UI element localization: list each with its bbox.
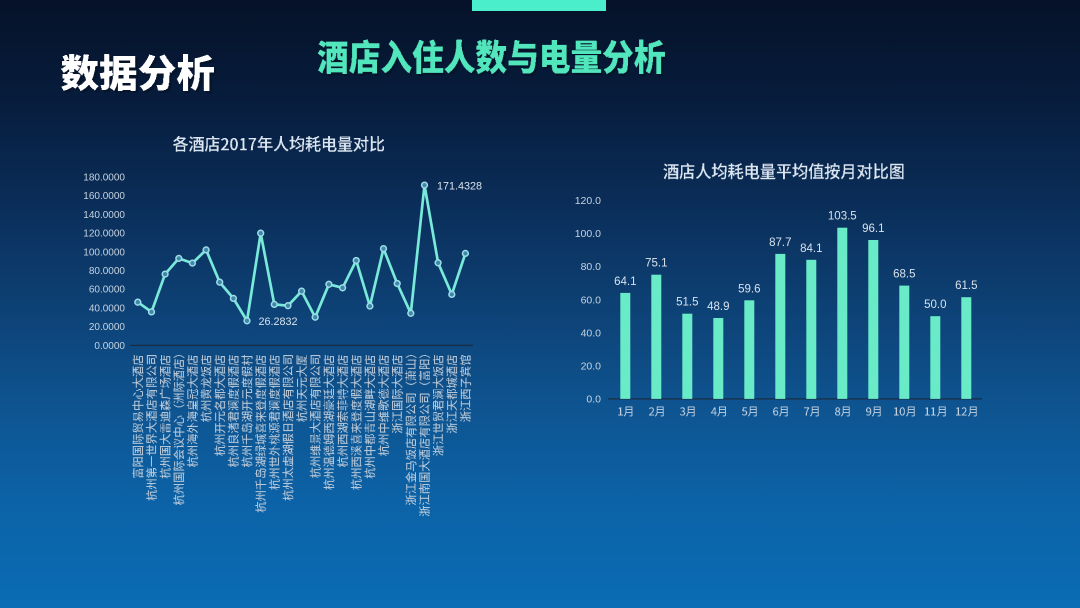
svg-text:61.5: 61.5 — [955, 280, 977, 292]
svg-text:100.0: 100.0 — [575, 228, 601, 240]
svg-text:120.0000: 120.0000 — [83, 229, 125, 240]
svg-text:20.0000: 20.0000 — [89, 322, 126, 333]
svg-text:68.5: 68.5 — [893, 269, 915, 281]
svg-text:103.5: 103.5 — [828, 211, 857, 223]
svg-text:84.1: 84.1 — [800, 243, 822, 255]
svg-text:100.0000: 100.0000 — [83, 247, 125, 258]
svg-text:51.5: 51.5 — [676, 297, 698, 309]
svg-text:87.7: 87.7 — [769, 237, 791, 249]
svg-text:40.0: 40.0 — [581, 327, 602, 339]
svg-text:59.6: 59.6 — [738, 283, 760, 295]
svg-text:0.0000: 0.0000 — [94, 341, 125, 352]
svg-text:60.0000: 60.0000 — [89, 285, 126, 296]
svg-text:140.0000: 140.0000 — [83, 210, 125, 221]
svg-text:64.1: 64.1 — [614, 276, 636, 288]
svg-text:48.9: 48.9 — [707, 301, 729, 313]
svg-text:120.0: 120.0 — [575, 195, 601, 207]
svg-text:75.1: 75.1 — [645, 258, 667, 270]
svg-text:0.0: 0.0 — [586, 394, 601, 406]
svg-text:26.2832: 26.2832 — [259, 316, 298, 328]
svg-text:60.0: 60.0 — [581, 294, 602, 306]
svg-text:160.0000: 160.0000 — [83, 191, 125, 202]
svg-text:50.0: 50.0 — [924, 299, 946, 311]
svg-text:80.0: 80.0 — [581, 261, 602, 273]
svg-text:40.0000: 40.0000 — [89, 303, 126, 314]
svg-text:180.0000: 180.0000 — [83, 173, 125, 184]
svg-text:171.4328: 171.4328 — [437, 181, 482, 193]
svg-text:20.0: 20.0 — [581, 360, 602, 372]
svg-text:96.1: 96.1 — [862, 223, 884, 235]
svg-text:80.0000: 80.0000 — [89, 266, 126, 277]
